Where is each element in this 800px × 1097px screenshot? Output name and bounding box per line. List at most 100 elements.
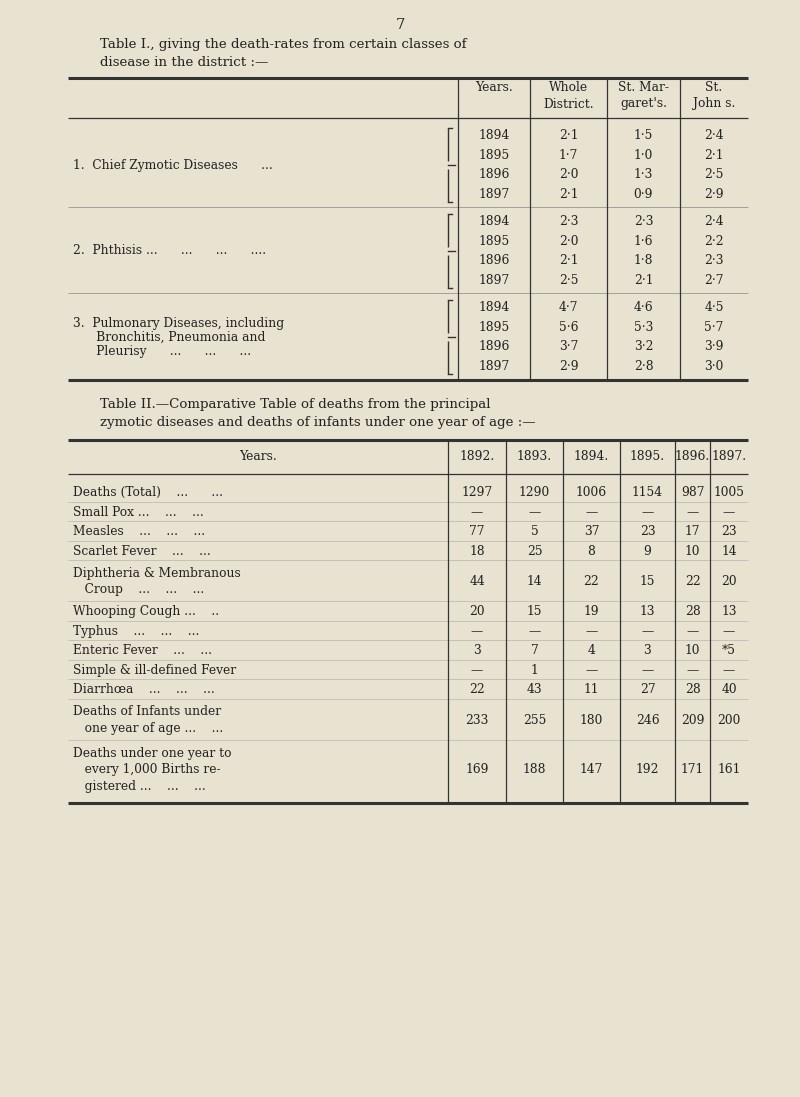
Text: 4: 4 [587,644,595,657]
Text: Pleurisy      ...      ...      ...: Pleurisy ... ... ... [73,344,251,358]
Text: 1006: 1006 [576,486,607,499]
Text: 1895: 1895 [478,320,510,333]
Text: 1894: 1894 [478,129,510,143]
Text: 192: 192 [636,764,659,777]
Text: 246: 246 [636,713,659,726]
Text: 1.  Chief Zymotic Diseases      ...: 1. Chief Zymotic Diseases ... [73,158,273,171]
Text: 1894: 1894 [478,215,510,228]
Text: 1154: 1154 [632,486,663,499]
Text: 1290: 1290 [519,486,550,499]
Text: 3: 3 [644,644,651,657]
Text: 2·1: 2·1 [558,188,578,201]
Text: 1005: 1005 [714,486,745,499]
Text: 15: 15 [526,606,542,619]
Text: —: — [471,625,483,637]
Text: 1897: 1897 [478,360,510,373]
Text: 255: 255 [523,713,546,726]
Text: 2·1: 2·1 [704,149,724,161]
Text: 1·7: 1·7 [559,149,578,161]
Text: 2·4: 2·4 [704,129,724,143]
Text: 13: 13 [722,606,737,619]
Text: 2·5: 2·5 [704,168,724,181]
Text: 2·9: 2·9 [704,188,724,201]
Text: —: — [586,506,598,519]
Text: 15: 15 [640,575,655,588]
Text: 28: 28 [685,606,700,619]
Text: 9: 9 [643,545,651,557]
Text: —: — [586,625,598,637]
Text: 20: 20 [721,575,737,588]
Text: 18: 18 [469,545,485,557]
Text: 44: 44 [469,575,485,588]
Text: —: — [528,625,541,637]
Text: —: — [723,506,735,519]
Text: 43: 43 [526,683,542,697]
Text: 1897: 1897 [478,274,510,286]
Text: 4·6: 4·6 [634,302,654,314]
Text: 22: 22 [584,575,599,588]
Text: 77: 77 [470,525,485,539]
Text: 1896: 1896 [478,340,510,353]
Text: 1·8: 1·8 [634,255,654,268]
Text: 233: 233 [466,713,489,726]
Text: 8: 8 [587,545,595,557]
Text: Deaths of Infants under
   one year of age ...    ...: Deaths of Infants under one year of age … [73,705,223,735]
Text: —: — [686,664,698,677]
Text: Whole
District.: Whole District. [543,81,594,111]
Text: 11: 11 [584,683,599,697]
Text: Small Pox ...    ...    ...: Small Pox ... ... ... [73,506,204,519]
Text: 1·5: 1·5 [634,129,653,143]
Text: —: — [642,506,654,519]
Text: 4·5: 4·5 [704,302,724,314]
Text: 3·0: 3·0 [704,360,724,373]
Text: —: — [686,625,698,637]
Text: 1: 1 [530,664,538,677]
Text: 2·0: 2·0 [558,235,578,248]
Text: 188: 188 [522,764,546,777]
Text: 1895.: 1895. [630,451,665,464]
Text: 147: 147 [580,764,603,777]
Text: —: — [642,664,654,677]
Text: 5·6: 5·6 [558,320,578,333]
Text: 200: 200 [718,713,741,726]
Text: 2·5: 2·5 [558,274,578,286]
Text: —: — [723,664,735,677]
Text: 0·9: 0·9 [634,188,654,201]
Text: 1893.: 1893. [517,451,552,464]
Text: 14: 14 [721,545,737,557]
Text: 22: 22 [685,575,700,588]
Text: 1894: 1894 [478,302,510,314]
Text: 169: 169 [466,764,489,777]
Text: —: — [586,664,598,677]
Text: —: — [642,625,654,637]
Text: 171: 171 [681,764,704,777]
Text: St.
John s.: St. John s. [693,81,735,111]
Text: —: — [471,664,483,677]
Text: Diarrhœa    ...    ...    ...: Diarrhœa ... ... ... [73,683,214,697]
Text: 40: 40 [721,683,737,697]
Text: zymotic diseases and deaths of infants under one year of age :—: zymotic diseases and deaths of infants u… [100,416,536,429]
Text: 209: 209 [681,713,704,726]
Text: 37: 37 [584,525,599,539]
Text: 1897: 1897 [478,188,510,201]
Text: 2·4: 2·4 [704,215,724,228]
Text: 2·1: 2·1 [634,274,654,286]
Text: 1895: 1895 [478,149,510,161]
Text: 13: 13 [640,606,655,619]
Text: 1892.: 1892. [459,451,494,464]
Text: 2·1: 2·1 [558,129,578,143]
Text: 4·7: 4·7 [558,302,578,314]
Text: 2·7: 2·7 [704,274,724,286]
Text: 20: 20 [469,606,485,619]
Text: Years.: Years. [475,81,513,94]
Text: Table II.—Comparative Table of deaths from the principal: Table II.—Comparative Table of deaths fr… [100,398,490,411]
Text: 1·6: 1·6 [634,235,654,248]
Text: 1896: 1896 [478,168,510,181]
Text: 3·7: 3·7 [559,340,578,353]
Text: 2·1: 2·1 [558,255,578,268]
Text: 161: 161 [718,764,741,777]
Text: 23: 23 [721,525,737,539]
Text: Deaths under one year to
   every 1,000 Births re-
   gistered ...    ...    ...: Deaths under one year to every 1,000 Bir… [73,747,231,793]
Text: Years.: Years. [239,451,277,464]
Text: 3: 3 [473,644,481,657]
